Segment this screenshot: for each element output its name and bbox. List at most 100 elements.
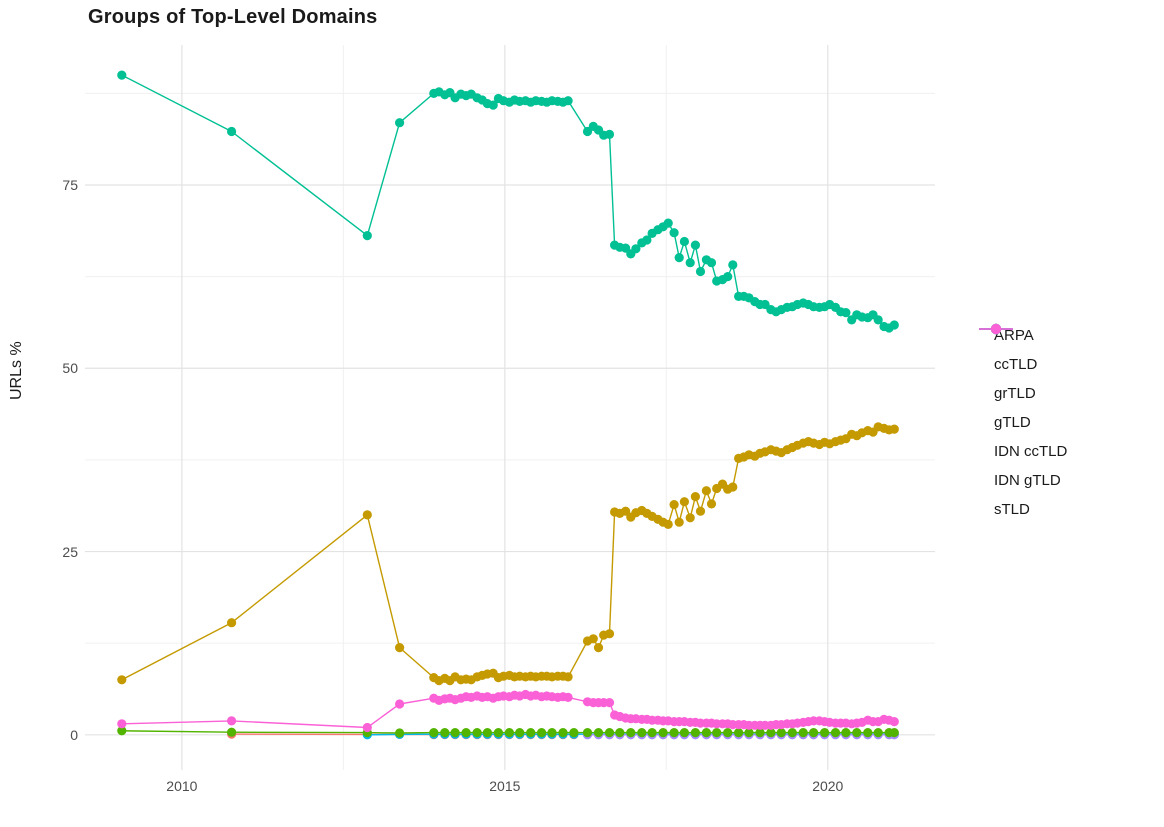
data-point-grtld <box>852 728 862 738</box>
data-point-grtld <box>658 728 668 738</box>
data-point-cctld <box>395 643 405 653</box>
data-point-cctld <box>679 497 690 507</box>
data-point-gtld <box>663 218 673 228</box>
data-point-grtld <box>547 728 557 738</box>
series-line-gtld <box>121 74 895 329</box>
data-point-cctld <box>685 513 695 523</box>
data-point-stld <box>604 698 615 708</box>
data-point-grtld <box>766 728 776 738</box>
data-point-stld <box>227 716 237 726</box>
y-tick-label: 25 <box>62 543 78 560</box>
x-tick-label: 2010 <box>166 778 198 794</box>
chart-title: Groups of Top-Level Domains <box>88 6 378 28</box>
data-point-grtld <box>841 728 851 738</box>
data-point-grtld <box>723 728 733 738</box>
data-point-stld <box>395 699 405 709</box>
data-point-gtld <box>679 236 690 247</box>
data-point-cctld <box>690 492 701 502</box>
data-point-grtld <box>472 728 482 738</box>
data-point-cctld <box>117 675 127 685</box>
x-tick-label: 2020 <box>812 778 844 794</box>
data-point-grtld <box>558 728 568 738</box>
legend-item-grtld: grTLD <box>978 323 1067 408</box>
data-point-cctld <box>669 500 679 510</box>
data-point-cctld <box>695 506 706 516</box>
data-point-gtld <box>728 260 738 270</box>
data-point-gtld <box>690 240 701 250</box>
data-point-cctld <box>889 424 899 434</box>
data-point-cctld <box>604 629 615 639</box>
data-point-grtld <box>615 728 625 738</box>
series-line-cctld <box>121 426 895 682</box>
data-point-grtld <box>569 728 579 738</box>
data-point-grtld <box>515 728 525 738</box>
data-point-grtld <box>482 728 492 738</box>
data-point-gtld <box>395 118 405 128</box>
data-point-gtld <box>723 272 733 282</box>
data-point-stld <box>563 692 573 703</box>
data-point-gtld <box>227 126 237 137</box>
data-point-cctld <box>663 519 673 530</box>
legend-item-idn-gtld: IDN gTLD <box>978 323 1067 495</box>
data-point-grtld <box>863 728 873 738</box>
data-point-cctld <box>362 510 372 520</box>
data-point-grtld <box>647 728 657 738</box>
data-point-grtld <box>395 728 405 738</box>
y-tick-label: 50 <box>62 360 78 377</box>
legend-label-idn-cctld: IDN ccTLD <box>994 443 1068 460</box>
legend-label-grtld: grTLD <box>994 385 1036 402</box>
data-point-grtld <box>429 728 439 738</box>
data-point-grtld <box>440 728 450 738</box>
data-point-cctld <box>674 517 684 527</box>
data-point-grtld <box>593 728 604 738</box>
legend-key-stld <box>979 323 1013 335</box>
data-point-gtld <box>362 231 372 241</box>
data-point-grtld <box>734 728 744 738</box>
legend-key-dot <box>990 323 1002 335</box>
data-point-grtld <box>626 728 636 738</box>
data-point-grtld <box>604 728 615 738</box>
data-point-stld <box>889 717 899 727</box>
data-point-grtld <box>776 728 786 738</box>
data-point-grtld <box>755 728 765 738</box>
data-point-grtld <box>582 728 593 738</box>
data-point-grtld <box>450 728 460 738</box>
data-point-stld <box>362 722 372 733</box>
data-point-gtld <box>563 96 573 106</box>
data-point-gtld <box>642 235 652 245</box>
data-point-grtld <box>701 728 712 738</box>
data-point-cctld <box>706 499 717 509</box>
data-point-grtld <box>809 728 819 738</box>
legend-label-arpa: ARPA <box>994 327 1034 344</box>
y-tick-label: 0 <box>70 726 78 743</box>
data-point-cctld <box>728 482 738 492</box>
data-point-grtld <box>227 727 237 737</box>
data-point-grtld <box>712 728 722 738</box>
data-point-grtld <box>504 728 514 738</box>
data-point-grtld <box>493 728 503 738</box>
data-point-grtld <box>690 728 701 738</box>
data-point-gtld <box>669 228 679 238</box>
data-point-gtld <box>706 258 717 268</box>
data-point-cctld <box>593 643 604 653</box>
data-point-cctld <box>563 672 573 682</box>
data-point-grtld <box>679 728 690 738</box>
y-tick-label: 75 <box>62 177 78 193</box>
data-point-stld <box>117 719 127 729</box>
data-point-grtld <box>744 728 754 738</box>
data-point-grtld <box>117 726 127 736</box>
data-point-gtld <box>674 253 684 263</box>
legend-label-stld: sTLD <box>994 501 1030 518</box>
data-point-cctld <box>621 506 631 516</box>
data-point-grtld <box>820 728 830 738</box>
data-point-cctld <box>588 634 598 644</box>
legend: ARPA ccTLD grTLD gTLD IDN ccTLD IDN gTLD sTLD <box>978 321 1067 524</box>
data-point-gtld <box>604 129 615 139</box>
data-point-gtld <box>631 244 641 254</box>
legend-item-cctld: ccTLD <box>978 323 1067 379</box>
data-point-gtld <box>873 315 883 325</box>
data-point-grtld <box>798 728 808 738</box>
data-point-grtld <box>637 728 647 738</box>
legend-item-stld: sTLD <box>978 323 1067 524</box>
